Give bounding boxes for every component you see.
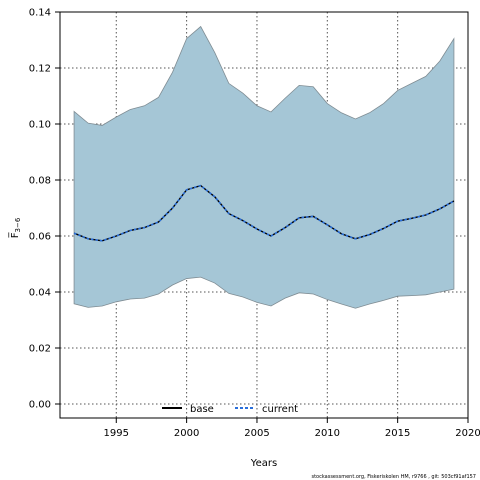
plot-frame bbox=[59, 11, 469, 419]
y-tick-label: 0.04 bbox=[29, 288, 51, 299]
y-tick-label: 0.12 bbox=[29, 64, 51, 75]
legend-label-current: current bbox=[262, 404, 298, 415]
y-tick-label: 0.02 bbox=[29, 344, 51, 355]
x-tick-label: 2005 bbox=[244, 428, 269, 439]
y-axis-label-sub: 3−6 bbox=[14, 217, 22, 232]
x-tick-label: 1995 bbox=[104, 428, 129, 439]
series-line-current bbox=[73, 184, 455, 242]
x-axis-label: Years bbox=[250, 458, 277, 469]
legend-label-base: base bbox=[190, 404, 214, 415]
y-tick-label: 0.14 bbox=[29, 8, 51, 19]
series-lines bbox=[73, 184, 455, 242]
legend: base current bbox=[162, 404, 298, 415]
x-tick-label: 2010 bbox=[315, 428, 340, 439]
y-axis: 0.00 0.02 0.04 0.06 0.08 0.10 0.12 0.14 bbox=[29, 8, 60, 411]
y-tick-label: 0.10 bbox=[29, 120, 51, 131]
x-tick-label: 2000 bbox=[174, 428, 199, 439]
x-axis: 1995 2000 2005 2010 2015 2020 bbox=[104, 418, 480, 439]
y-tick-label: 0.00 bbox=[29, 400, 51, 411]
y-axis-label: F̅3−6 bbox=[8, 217, 22, 238]
y-axis-label-main: F̅ bbox=[8, 232, 21, 239]
x-tick-label: 2020 bbox=[455, 428, 480, 439]
x-tick-label: 2015 bbox=[385, 428, 410, 439]
y-tick-label: 0.06 bbox=[29, 232, 51, 243]
credit-text: stockassessment.org, Fiskeriskolen HM, r… bbox=[311, 474, 476, 480]
y-tick-label: 0.08 bbox=[29, 176, 51, 187]
